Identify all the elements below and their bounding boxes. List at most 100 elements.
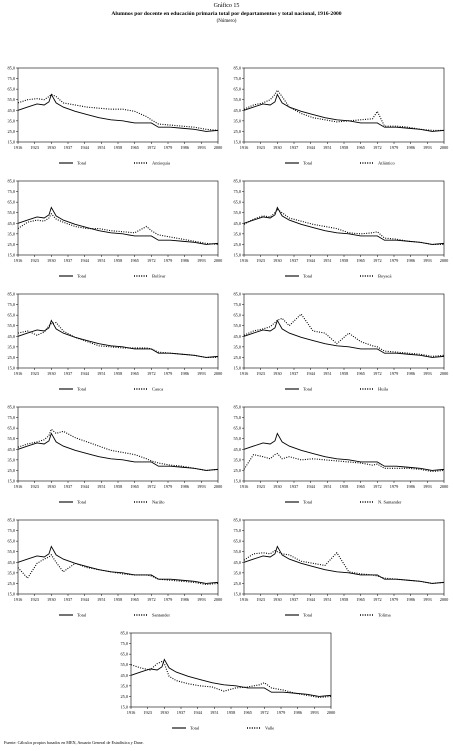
y-tick-label: 35,0 (120, 683, 128, 689)
x-tick-label: 1944 (80, 484, 89, 489)
x-tick-label: 1979 (390, 597, 399, 602)
x-tick-label: 1993 (197, 258, 206, 263)
legend-label: Tolima (378, 613, 391, 618)
x-tick-label: 1965 (130, 597, 139, 602)
legend-label: Huila (378, 387, 388, 392)
x-tick-label: 1993 (197, 371, 206, 376)
legend-label: Cauca (152, 387, 163, 392)
x-tick-label: 1958 (114, 258, 123, 263)
y-tick-label: 35,0 (233, 457, 241, 463)
series-line-department (17, 554, 219, 586)
series-line-department (243, 550, 445, 584)
legend-label: Antioquia (152, 161, 170, 166)
y-tick-label: 35,0 (233, 344, 241, 350)
legend-label: Total (77, 500, 87, 505)
y-tick-label: 25,0 (7, 468, 15, 474)
legend-label: Total (190, 726, 200, 731)
y-tick-label: 75,0 (7, 415, 15, 421)
y-tick-label: 85,0 (233, 405, 241, 411)
x-tick-label: 1923 (256, 258, 265, 263)
x-tick-label: 2000 (327, 710, 336, 715)
x-tick-label: 1916 (14, 371, 23, 376)
chart-svg: 15,0 25,0 35,0 45,0 55,0 65,0 75,0 85,0 1916 1923… (233, 66, 449, 166)
x-tick-label: 1951 (323, 258, 332, 263)
x-tick-label: 1923 (30, 145, 39, 150)
y-tick-label: 35,0 (7, 118, 15, 124)
x-tick-label: 1916 (240, 145, 249, 150)
x-tick-label: 1986 (293, 710, 302, 715)
y-tick-label: 85,0 (233, 179, 241, 185)
y-tick-label: 75,0 (233, 76, 241, 82)
y-tick-label: 15,0 (7, 479, 15, 485)
y-tick-label: 65,0 (7, 313, 15, 319)
x-tick-label: 1979 (164, 597, 173, 602)
x-tick-label: 1958 (340, 484, 349, 489)
y-tick-label: 85,0 (233, 518, 241, 524)
x-tick-label: 1986 (180, 258, 189, 263)
x-tick-label: 1923 (30, 484, 39, 489)
y-tick-label: 55,0 (7, 210, 15, 216)
chart-panel-cauca: 15,0 25,0 35,0 45,0 55,0 65,0 75,0 85,0 1916 1923… (4, 288, 226, 398)
plot-frame (243, 67, 445, 143)
series-line-department (17, 212, 219, 245)
x-tick-label: 1979 (390, 258, 399, 263)
y-tick-label: 15,0 (233, 253, 241, 259)
x-tick-label: 1916 (240, 258, 249, 263)
figure-title: Alumnos por docente en educación primari… (111, 11, 342, 17)
x-tick-label: 1986 (406, 484, 415, 489)
x-tick-label: 1930 (47, 597, 56, 602)
chart-panel-n-santander: 15,0 25,0 35,0 45,0 55,0 65,0 75,0 85,0 1916 1923… (230, 401, 452, 511)
x-tick-label: 1944 (193, 710, 202, 715)
chart-svg: 15,0 25,0 35,0 45,0 55,0 65,0 75,0 85,0 1916 1923… (233, 179, 448, 279)
y-tick-label: 55,0 (233, 549, 241, 555)
legend-label: Total (77, 161, 87, 166)
x-tick-label: 1993 (423, 258, 432, 263)
x-tick-label: 1937 (290, 258, 299, 263)
x-tick-label: 1916 (240, 484, 249, 489)
x-tick-label: 1958 (340, 371, 349, 376)
y-tick-label: 15,0 (7, 366, 15, 372)
x-tick-label: 1944 (306, 371, 315, 376)
legend-label: Total (303, 613, 313, 618)
y-tick-label: 35,0 (7, 231, 15, 237)
x-tick-label: 1944 (306, 258, 315, 263)
series-line-total (17, 93, 219, 132)
x-tick-label: 1916 (240, 371, 249, 376)
x-tick-label: 1916 (14, 484, 23, 489)
legend-label: Total (303, 161, 313, 166)
chart-panel-bolivar: 15,0 25,0 35,0 45,0 55,0 65,0 75,0 85,0 1916 1923… (4, 175, 226, 285)
x-tick-label: 1916 (14, 258, 23, 263)
series-line-department (17, 428, 219, 471)
x-tick-label: 1923 (256, 484, 265, 489)
x-tick-label: 1930 (273, 145, 282, 150)
source-note: Fuente: Cálculos propios basados en MEN,… (4, 740, 144, 745)
x-tick-label: 1951 (97, 258, 106, 263)
x-tick-label: 2000 (440, 145, 449, 150)
x-tick-label: 1972 (373, 484, 382, 489)
y-tick-label: 15,0 (120, 705, 128, 711)
plot-frame (130, 632, 332, 708)
y-tick-label: 35,0 (7, 457, 15, 463)
legend-label: Total (303, 274, 313, 279)
plot-frame (17, 406, 219, 482)
x-tick-label: 2000 (214, 484, 223, 489)
y-tick-label: 15,0 (233, 592, 241, 598)
x-tick-label: 1993 (310, 710, 319, 715)
plot-frame (243, 293, 445, 369)
y-tick-label: 35,0 (233, 570, 241, 576)
chart-panel-valle: 15,0 25,0 35,0 45,0 55,0 65,0 75,0 85,0 1916 1923… (117, 627, 339, 737)
x-tick-label: 1965 (356, 145, 365, 150)
chart-svg: 15,0 25,0 35,0 45,0 55,0 65,0 75,0 85,0 1916 1923… (7, 66, 222, 166)
series-line-department (130, 660, 332, 699)
plot-frame (243, 180, 445, 256)
x-tick-label: 1986 (180, 597, 189, 602)
y-tick-label: 25,0 (233, 355, 241, 361)
series-line-total (17, 432, 219, 471)
x-tick-label: 1930 (273, 258, 282, 263)
x-tick-label: 1979 (164, 145, 173, 150)
x-tick-label: 1944 (80, 597, 89, 602)
x-tick-label: 1937 (64, 145, 73, 150)
chart-panel-huila: 15,0 25,0 35,0 45,0 55,0 65,0 75,0 85,0 1916 1923… (230, 288, 452, 398)
x-tick-label: 1916 (127, 710, 136, 715)
y-tick-label: 35,0 (233, 118, 241, 124)
